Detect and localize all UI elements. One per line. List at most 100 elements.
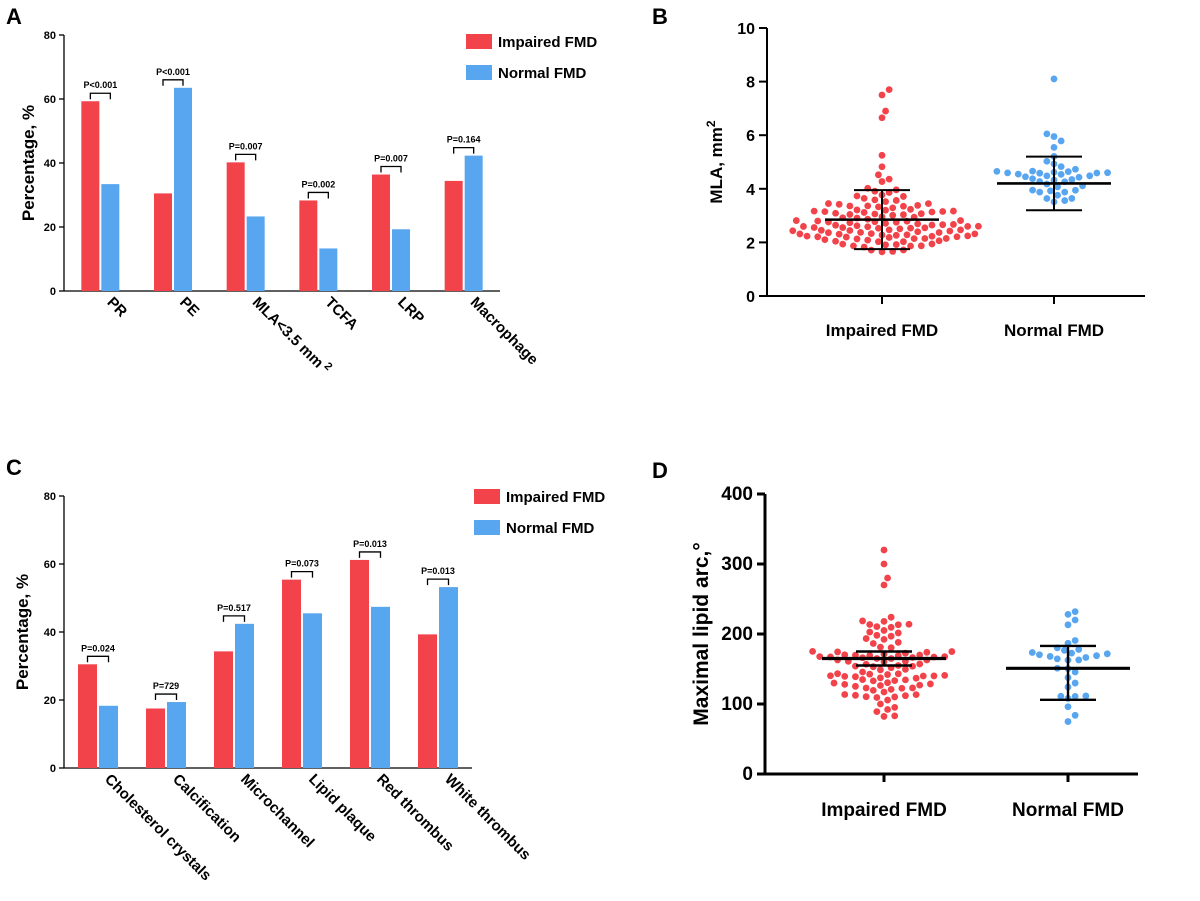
significance-bracket	[358, 551, 382, 558]
data-point	[917, 210, 925, 218]
data-point	[853, 206, 861, 214]
data-point	[957, 217, 964, 224]
data-point	[950, 207, 957, 215]
x-category-label: PR	[104, 294, 131, 321]
data-point	[871, 196, 879, 204]
data-point	[942, 235, 950, 242]
data-point	[914, 202, 922, 209]
data-point	[867, 230, 875, 237]
data-point	[852, 673, 859, 681]
data-point	[866, 621, 874, 628]
data-point	[1072, 165, 1079, 173]
data-point	[875, 171, 882, 179]
data-point	[841, 691, 849, 698]
data-point	[853, 222, 861, 230]
data-point	[839, 224, 847, 231]
y-tick-label: 200	[721, 624, 753, 645]
x-group-label: Impaired FMD	[821, 800, 947, 821]
data-point	[835, 200, 843, 208]
x-category-label: LRP	[394, 294, 427, 327]
significance-bracket	[235, 153, 257, 161]
p-value-label: P=0.517	[217, 603, 251, 613]
data-point	[842, 233, 850, 241]
significance-bracket	[89, 92, 111, 100]
data-point	[892, 241, 900, 248]
data-point	[971, 230, 979, 238]
data-point	[873, 623, 881, 631]
bar-normal	[235, 623, 254, 768]
data-point	[891, 677, 899, 685]
bar-normal	[174, 87, 192, 291]
data-point	[1054, 183, 1061, 191]
p-value-label: P=0.073	[285, 559, 319, 569]
data-point	[916, 660, 924, 668]
data-point	[1068, 195, 1076, 202]
data-point	[853, 192, 861, 200]
y-tick-label: 20	[44, 222, 56, 234]
bar-normal	[101, 184, 120, 291]
panel-letter: A	[6, 4, 22, 29]
data-point	[873, 708, 881, 716]
data-point	[882, 198, 889, 206]
data-point	[894, 629, 902, 637]
data-point	[860, 194, 868, 202]
data-point	[875, 224, 882, 232]
data-point	[885, 234, 893, 241]
data-point	[852, 682, 859, 690]
data-point	[841, 681, 849, 688]
data-point	[841, 672, 849, 680]
data-point	[834, 648, 841, 656]
bar-impaired	[444, 180, 463, 291]
bar-normal	[246, 216, 265, 291]
data-point	[882, 241, 889, 249]
data-point	[894, 670, 902, 678]
data-point	[1050, 133, 1058, 140]
data-point	[830, 679, 838, 687]
data-point	[964, 222, 972, 230]
data-point	[871, 210, 879, 218]
p-value-label: P<0.001	[156, 67, 190, 77]
data-point	[912, 674, 920, 682]
panel-letter: C	[6, 455, 22, 480]
data-point	[873, 694, 881, 701]
x-category-label: Lipid plaque	[305, 771, 379, 845]
data-point	[857, 229, 864, 236]
y-tick-label: 80	[44, 30, 56, 42]
y-tick-label: 0	[746, 289, 755, 306]
p-value-label: P=0.007	[229, 141, 263, 151]
bar-impaired	[226, 162, 245, 291]
bar-normal	[167, 702, 186, 768]
significance-bracket	[222, 615, 246, 622]
data-point	[880, 635, 888, 643]
data-point	[964, 232, 972, 240]
data-point	[1054, 191, 1061, 199]
significance-bracket	[307, 191, 329, 199]
data-point	[860, 209, 868, 216]
data-point	[1093, 169, 1101, 177]
data-point	[859, 617, 866, 625]
data-point	[900, 211, 907, 219]
data-point	[887, 644, 895, 652]
bar-impaired	[418, 634, 437, 768]
data-point	[1061, 188, 1069, 196]
data-point	[935, 237, 943, 245]
significance-bracket	[380, 165, 402, 173]
data-point	[900, 202, 907, 210]
data-point	[887, 623, 895, 631]
data-point	[894, 638, 902, 646]
data-point	[880, 627, 888, 634]
data-point	[809, 647, 816, 655]
data-point	[1036, 169, 1044, 177]
p-value-label: P=0.013	[421, 566, 455, 576]
data-point	[810, 224, 818, 231]
data-point	[1061, 197, 1069, 204]
bar-impaired	[299, 200, 318, 291]
data-point	[891, 693, 899, 701]
data-point	[884, 696, 891, 704]
data-point	[821, 208, 829, 216]
data-point	[1014, 170, 1022, 178]
data-point	[880, 546, 888, 554]
data-point	[810, 207, 818, 215]
data-point	[864, 236, 872, 244]
